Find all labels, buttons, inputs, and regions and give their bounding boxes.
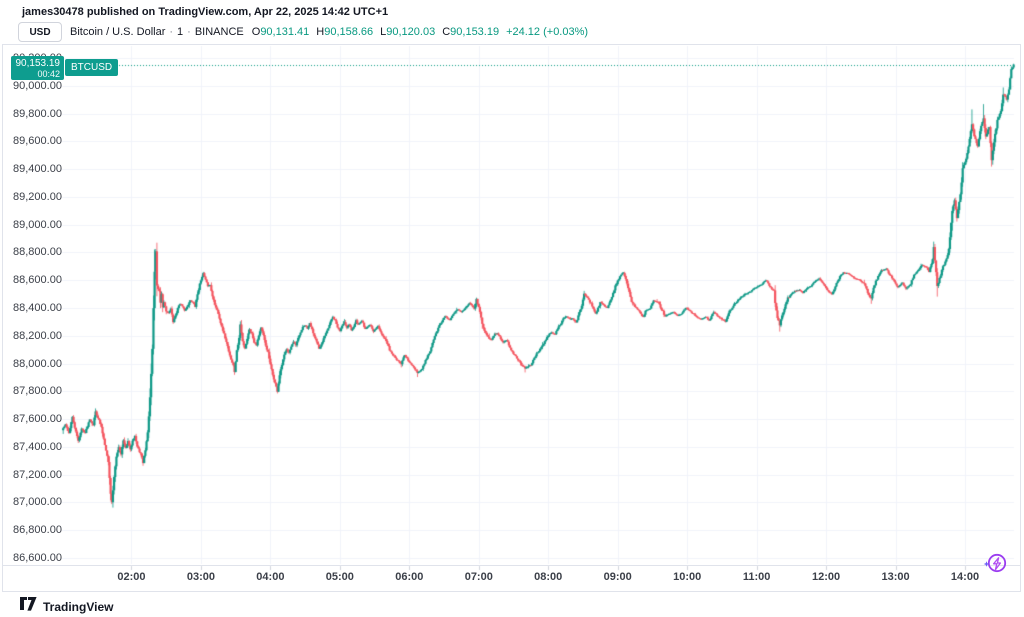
price-axis-label: 87,000.00: [13, 496, 62, 509]
price-axis-label: 87,800.00: [13, 385, 62, 398]
time-axis-label: 03:00: [186, 571, 215, 583]
price-axis-label: 89,400.00: [13, 163, 62, 176]
time-axis-label: 09:00: [603, 571, 632, 583]
price-axis-label: 89,600.00: [13, 135, 62, 148]
footer-brand[interactable]: TradingView: [20, 597, 113, 616]
time-axis-label: 07:00: [464, 571, 493, 583]
time-axis-label: 14:00: [950, 571, 980, 583]
time-axis-label: 13:00: [881, 571, 910, 583]
ticker-badge: BTCUSD: [65, 59, 119, 76]
price-axis-label: 90,000.00: [13, 79, 62, 92]
last-price-badge: 90,153.19 00:42: [11, 56, 64, 80]
price-axis-label: 87,600.00: [13, 413, 62, 426]
price-axis-label: 88,000.00: [13, 357, 62, 370]
brand-name: TradingView: [43, 599, 114, 614]
price-axis-label: 88,600.00: [13, 274, 62, 287]
price-axis-label: 86,600.00: [13, 552, 62, 564]
time-axis-separator: [2, 565, 1021, 566]
price-axis-label: 89,800.00: [13, 107, 62, 120]
last-price-value: 90,153.19: [15, 57, 61, 69]
price-axis-label: 88,200.00: [13, 329, 62, 342]
price-axis-label: 87,200.00: [13, 468, 62, 481]
price-axis-label: 87,400.00: [13, 440, 62, 453]
time-axis-label: 04:00: [256, 571, 285, 583]
time-axis-label: 05:00: [325, 571, 354, 583]
price-axis-label: 89,200.00: [13, 190, 62, 203]
time-axis-label: 12:00: [812, 571, 841, 583]
time-axis-label: 10:00: [673, 571, 702, 583]
time-axis-label: 06:00: [395, 571, 424, 583]
boost-lightning-icon[interactable]: [980, 551, 1010, 577]
price-axis-label: 88,400.00: [13, 302, 62, 314]
price-axis-label: 88,800.00: [13, 246, 62, 259]
bar-countdown: 00:42: [37, 68, 60, 79]
tradingview-logo-icon: [20, 597, 37, 616]
price-axis-label: 89,000.00: [13, 218, 62, 231]
time-axis-label: 11:00: [742, 571, 771, 583]
time-axis-label: 08:00: [534, 571, 563, 583]
time-axis-label: 02:00: [117, 571, 146, 583]
price-axis-label: 86,800.00: [13, 524, 62, 537]
